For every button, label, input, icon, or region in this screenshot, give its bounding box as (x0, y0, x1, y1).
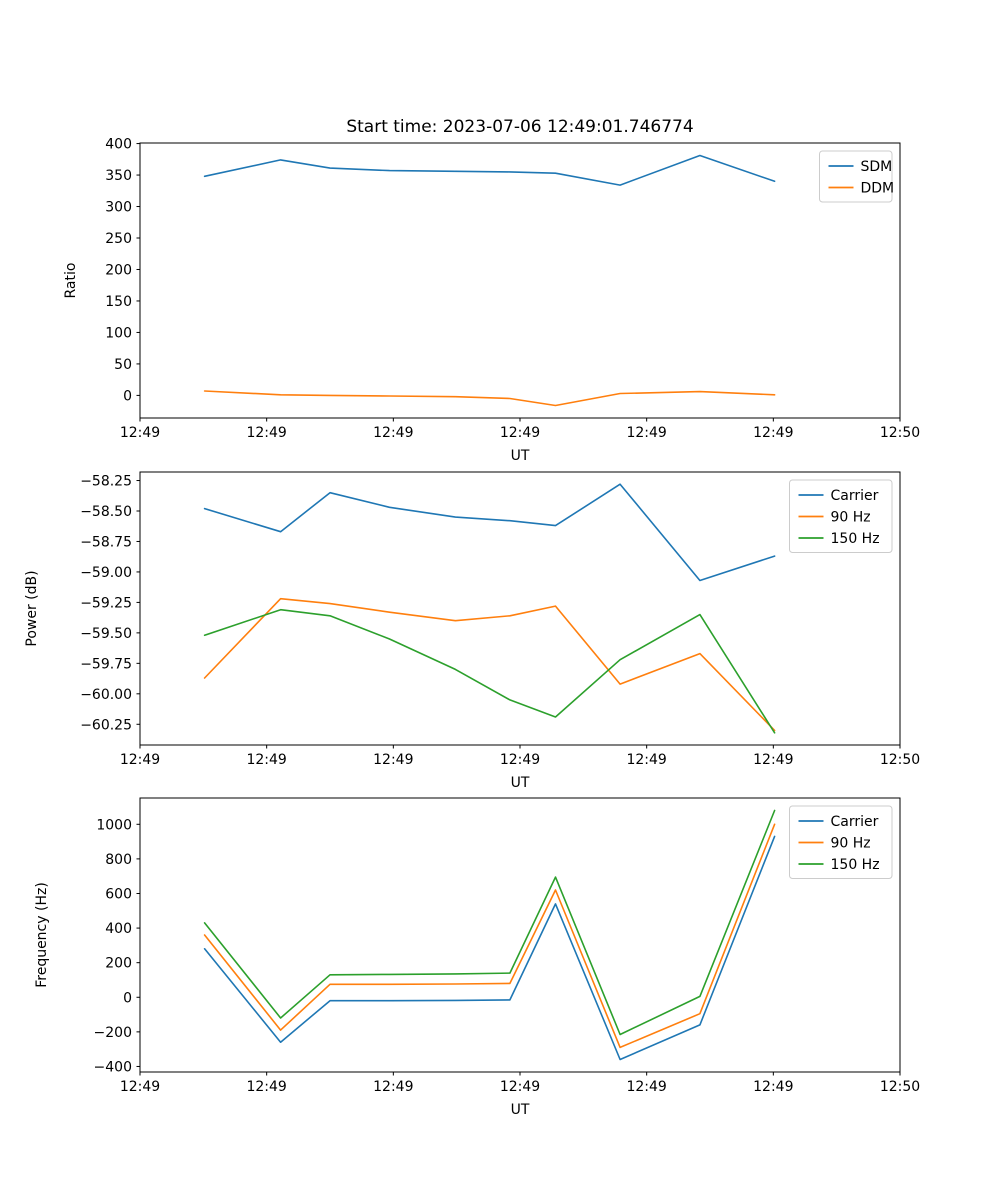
series-line-150-hz (203, 608, 776, 734)
y-tick-label: −59.50 (80, 626, 132, 642)
y-tick-label: 250 (105, 231, 132, 247)
y-tick-label: −58.75 (80, 534, 132, 550)
y-axis-label: Frequency (Hz) (34, 882, 50, 988)
x-tick-label: 12:49 (120, 1079, 160, 1095)
legend-box (789, 479, 893, 553)
x-tick-label: 12:49 (753, 1079, 793, 1095)
y-tick-label: −60.25 (80, 717, 132, 733)
x-tick-label: 12:49 (626, 1079, 666, 1095)
legend-label-sdm: SDM (861, 159, 893, 175)
y-tick-label: 600 (105, 886, 132, 902)
y-tick-label: 300 (105, 200, 132, 216)
x-tick-label: 12:49 (753, 425, 793, 441)
x-tick-label: 12:49 (246, 752, 286, 768)
y-tick-label: 200 (105, 956, 132, 972)
y-tick-label: −59.25 (80, 595, 132, 611)
chart-title: Start time: 2023-07-06 12:49:01.746774 (346, 117, 693, 137)
x-tick-label: 12:49 (373, 752, 413, 768)
x-tick-label: 12:49 (500, 425, 540, 441)
legend-label-ddm: DDM (861, 181, 895, 197)
x-tick-label: 12:49 (753, 752, 793, 768)
legend-label-carrier: Carrier (831, 488, 879, 504)
x-tick-label: 12:49 (246, 1079, 286, 1095)
legend-box (789, 805, 893, 879)
series-line-90-hz (203, 823, 776, 1049)
series-line-carrier (203, 835, 776, 1061)
legend-label-150-hz: 150 Hz (831, 531, 880, 547)
y-tick-label: 0 (123, 990, 132, 1006)
y-tick-label: 150 (105, 294, 132, 310)
x-tick-label: 12:49 (120, 752, 160, 768)
x-tick-label: 12:49 (626, 752, 666, 768)
y-tick-label: 100 (105, 325, 132, 341)
y-tick-label: −400 (94, 1059, 132, 1075)
subplot-1: Start time: 2023-07-06 12:49:01.746774 12… (63, 117, 920, 464)
y-tick-label: 800 (105, 852, 132, 868)
y-tick-label: −58.50 (80, 504, 132, 520)
x-tick-label: 12:49 (500, 752, 540, 768)
x-tick-label: 12:50 (880, 752, 920, 768)
x-tick-label: 12:49 (500, 1079, 540, 1095)
x-tick-label: 12:49 (373, 1079, 413, 1095)
legend-label-carrier: Carrier (831, 814, 879, 830)
y-tick-label: −60.00 (80, 687, 132, 703)
legend: Carrier 90 Hz 150 Hz (789, 479, 893, 553)
series-line-150-hz (203, 809, 776, 1036)
axes-spine (139, 797, 901, 1073)
y-tick-label: 1000 (96, 817, 132, 833)
y-tick-label: 350 (105, 168, 132, 184)
y-tick-label: 50 (114, 357, 132, 373)
legend-label-90-hz: 90 Hz (831, 510, 871, 526)
x-tick-label: 12:49 (120, 425, 160, 441)
legend: SDM DDM (819, 150, 895, 203)
series-line-carrier (203, 483, 776, 582)
series-line-sdm (203, 154, 776, 186)
subplot-3: 12:49 12:49 12:49 12:49 12:49 12:49 12:50 −400 −… (34, 797, 920, 1118)
x-axis-label: UT (511, 1102, 530, 1118)
y-tick-label: −200 (94, 1025, 132, 1041)
legend-box (819, 150, 893, 203)
y-tick-label: −58.25 (80, 474, 132, 490)
axes-spine (139, 142, 901, 419)
legend-label-150-hz: 150 Hz (831, 857, 880, 873)
y-axis-label: Ratio (63, 263, 79, 299)
x-tick-label: 12:49 (246, 425, 286, 441)
x-axis-label: UT (511, 448, 530, 464)
legend-label-90-hz: 90 Hz (831, 836, 871, 852)
y-axis-label: Power (dB) (24, 570, 40, 646)
series-line-ddm (203, 390, 776, 407)
y-tick-label: 0 (123, 388, 132, 404)
subplot-2: 12:49 12:49 12:49 12:49 12:49 12:49 12:50 −60.2… (24, 471, 920, 791)
series-line-90-hz (203, 597, 776, 732)
x-tick-label: 12:49 (626, 425, 666, 441)
y-tick-label: 200 (105, 262, 132, 278)
legend: Carrier 90 Hz 150 Hz (789, 805, 893, 879)
x-axis-label: UT (511, 775, 530, 791)
x-tick-label: 12:50 (880, 1079, 920, 1095)
y-tick-label: 400 (105, 137, 132, 153)
x-tick-label: 12:50 (880, 425, 920, 441)
y-tick-label: −59.00 (80, 565, 132, 581)
x-tick-label: 12:49 (373, 425, 413, 441)
y-tick-label: 400 (105, 921, 132, 937)
y-tick-label: −59.75 (80, 656, 132, 672)
